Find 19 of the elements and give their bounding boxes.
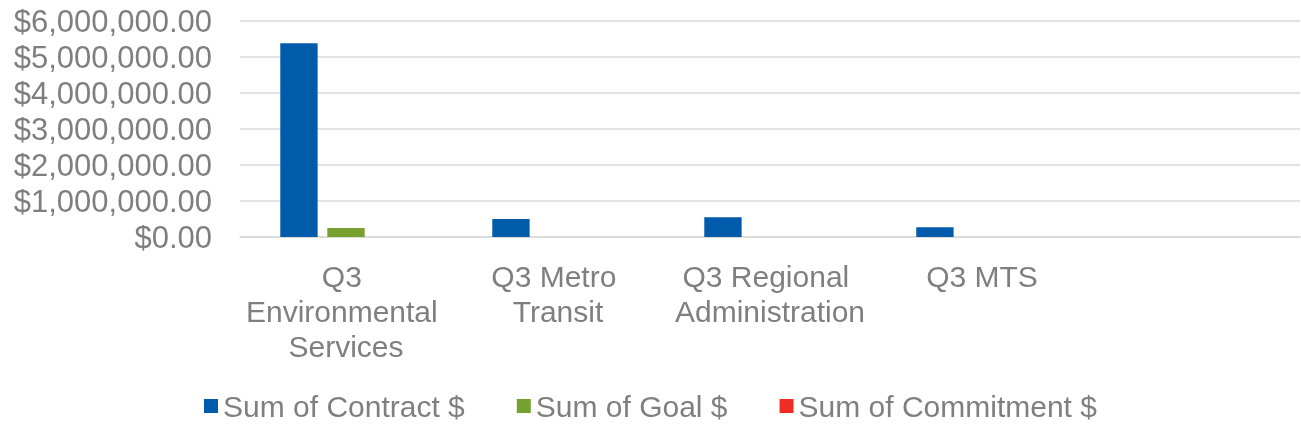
- y-tick-label: $2,000,000.00: [13, 147, 212, 183]
- bar: [916, 227, 954, 237]
- x-tick-label: Q3 MTS: [926, 260, 1038, 293]
- x-tick-label: Q3 Environmental Services: [245, 260, 447, 363]
- bar: [492, 219, 530, 237]
- x-tick-label: Q3 Metro Transit: [491, 260, 625, 328]
- legend-label: Sum of Contract $: [223, 389, 466, 423]
- y-tick-label: $0.00: [134, 219, 212, 255]
- x-tick-label: Q3 Regional Administration: [674, 260, 866, 328]
- legend-label: Sum of Goal $: [535, 389, 728, 423]
- y-tick-label: $4,000,000.00: [13, 75, 212, 111]
- y-tick-label: $1,000,000.00: [13, 183, 212, 219]
- y-tick-label: $6,000,000.00: [13, 3, 212, 39]
- y-tick-label: $5,000,000.00: [13, 39, 212, 75]
- bar: [704, 217, 742, 237]
- y-tick-label: $3,000,000.00: [13, 111, 212, 147]
- bar: [327, 228, 365, 237]
- bar: [280, 43, 318, 237]
- legend-label: Sum of Commitment $: [798, 389, 1098, 423]
